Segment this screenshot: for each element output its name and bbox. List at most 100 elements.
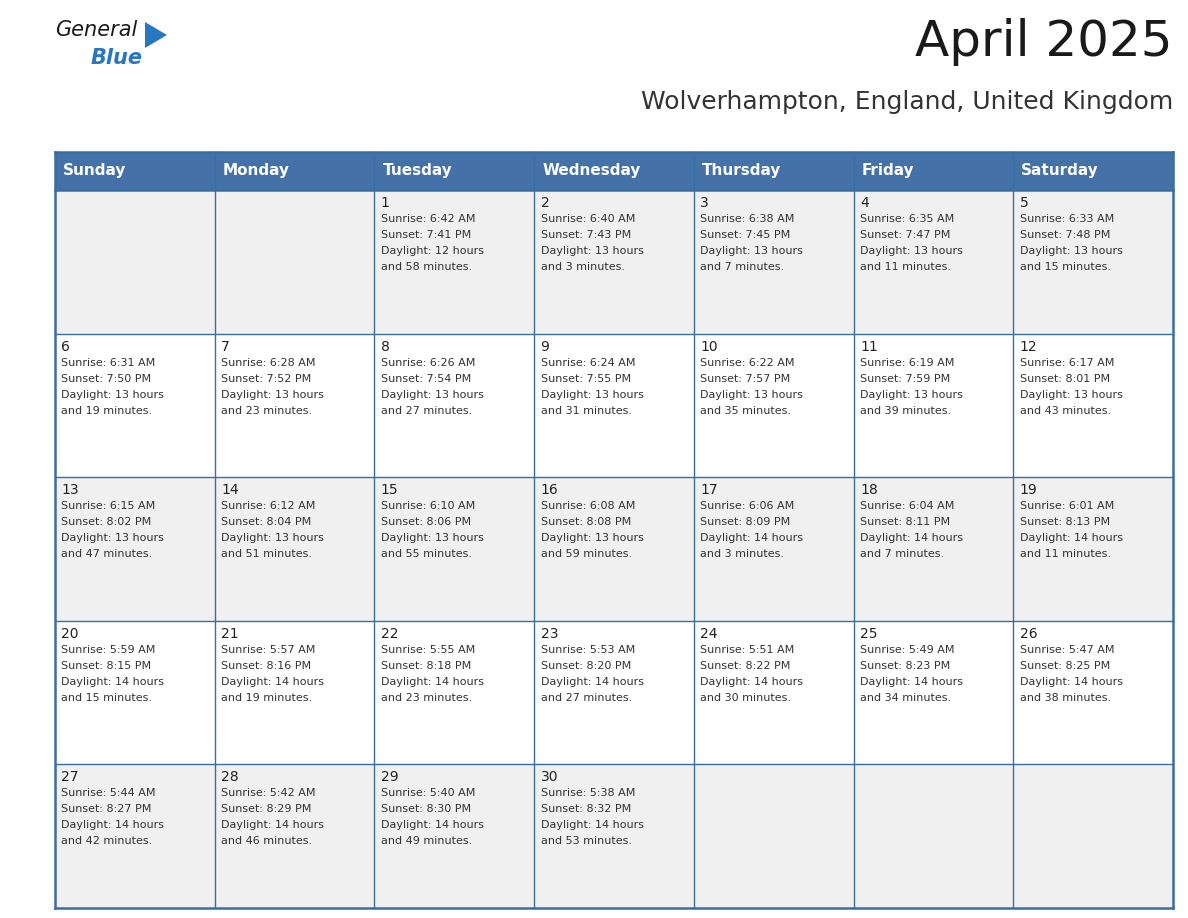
Text: Sunrise: 5:40 AM: Sunrise: 5:40 AM [381, 789, 475, 799]
Text: Sunrise: 5:59 AM: Sunrise: 5:59 AM [62, 644, 156, 655]
Bar [55, 621, 215, 765]
Text: Sunset: 8:32 PM: Sunset: 8:32 PM [541, 804, 631, 814]
Text: 4: 4 [860, 196, 868, 210]
Text: Sunset: 8:04 PM: Sunset: 8:04 PM [221, 517, 311, 527]
Text: and 11 minutes.: and 11 minutes. [1019, 549, 1111, 559]
Text: Sunset: 8:27 PM: Sunset: 8:27 PM [62, 804, 152, 814]
Text: Sunset: 8:30 PM: Sunset: 8:30 PM [381, 804, 470, 814]
Bar [694, 333, 853, 477]
Text: 7: 7 [221, 340, 229, 353]
Bar [853, 765, 1013, 908]
Text: 9: 9 [541, 340, 549, 353]
Bar [374, 152, 535, 190]
Text: and 35 minutes.: and 35 minutes. [700, 406, 791, 416]
Text: Daylight: 13 hours: Daylight: 13 hours [221, 389, 324, 399]
Text: Sunset: 7:45 PM: Sunset: 7:45 PM [700, 230, 790, 240]
Text: Sunset: 7:59 PM: Sunset: 7:59 PM [860, 374, 950, 384]
Bar [694, 477, 853, 621]
Bar [1013, 190, 1173, 333]
Bar [55, 152, 215, 190]
Bar [1013, 765, 1173, 908]
Text: 21: 21 [221, 627, 239, 641]
Text: Daylight: 13 hours: Daylight: 13 hours [541, 533, 644, 543]
Text: Sunrise: 5:55 AM: Sunrise: 5:55 AM [381, 644, 475, 655]
Text: Sunrise: 5:57 AM: Sunrise: 5:57 AM [221, 644, 316, 655]
Text: and 38 minutes.: and 38 minutes. [1019, 693, 1111, 703]
Text: Sunrise: 6:10 AM: Sunrise: 6:10 AM [381, 501, 475, 511]
Text: Sunset: 8:01 PM: Sunset: 8:01 PM [1019, 374, 1110, 384]
Text: 24: 24 [700, 627, 718, 641]
Text: Sunrise: 6:38 AM: Sunrise: 6:38 AM [700, 214, 795, 224]
Text: 5: 5 [1019, 196, 1029, 210]
Text: and 55 minutes.: and 55 minutes. [381, 549, 472, 559]
Text: 12: 12 [1019, 340, 1037, 353]
Text: Sunrise: 6:15 AM: Sunrise: 6:15 AM [62, 501, 156, 511]
Text: Sunrise: 6:06 AM: Sunrise: 6:06 AM [700, 501, 795, 511]
Text: and 7 minutes.: and 7 minutes. [700, 262, 784, 272]
Text: Daylight: 14 hours: Daylight: 14 hours [62, 821, 164, 831]
Text: Sunset: 8:23 PM: Sunset: 8:23 PM [860, 661, 950, 671]
Text: Sunrise: 5:38 AM: Sunrise: 5:38 AM [541, 789, 634, 799]
Text: and 30 minutes.: and 30 minutes. [700, 693, 791, 703]
Text: April 2025: April 2025 [916, 18, 1173, 66]
Text: Sunrise: 5:47 AM: Sunrise: 5:47 AM [1019, 644, 1114, 655]
Bar [853, 190, 1013, 333]
Text: Daylight: 14 hours: Daylight: 14 hours [541, 677, 644, 687]
Text: and 59 minutes.: and 59 minutes. [541, 549, 632, 559]
Text: Sunset: 8:29 PM: Sunset: 8:29 PM [221, 804, 311, 814]
Text: Sunset: 8:20 PM: Sunset: 8:20 PM [541, 661, 631, 671]
Text: Friday: Friday [861, 163, 915, 178]
Bar [694, 190, 853, 333]
Text: Sunrise: 6:08 AM: Sunrise: 6:08 AM [541, 501, 634, 511]
Bar [535, 190, 694, 333]
Bar [694, 152, 853, 190]
Text: and 11 minutes.: and 11 minutes. [860, 262, 950, 272]
Text: and 49 minutes.: and 49 minutes. [381, 836, 472, 846]
Text: Saturday: Saturday [1022, 163, 1099, 178]
Text: and 34 minutes.: and 34 minutes. [860, 693, 952, 703]
Text: Sunrise: 6:01 AM: Sunrise: 6:01 AM [1019, 501, 1114, 511]
Text: Sunset: 8:16 PM: Sunset: 8:16 PM [221, 661, 311, 671]
Bar [694, 765, 853, 908]
Bar [1013, 477, 1173, 621]
Text: 27: 27 [62, 770, 78, 784]
Text: and 27 minutes.: and 27 minutes. [381, 406, 472, 416]
Text: 19: 19 [1019, 483, 1037, 498]
Bar [374, 477, 535, 621]
Text: Sunset: 8:25 PM: Sunset: 8:25 PM [1019, 661, 1110, 671]
Text: Sunrise: 6:12 AM: Sunrise: 6:12 AM [221, 501, 316, 511]
Text: 16: 16 [541, 483, 558, 498]
Text: and 23 minutes.: and 23 minutes. [381, 693, 472, 703]
Text: and 15 minutes.: and 15 minutes. [62, 693, 152, 703]
Text: Sunrise: 6:35 AM: Sunrise: 6:35 AM [860, 214, 954, 224]
Text: Daylight: 13 hours: Daylight: 13 hours [1019, 246, 1123, 256]
Text: Sunrise: 6:40 AM: Sunrise: 6:40 AM [541, 214, 634, 224]
Text: Sunset: 8:09 PM: Sunset: 8:09 PM [700, 517, 790, 527]
Text: 11: 11 [860, 340, 878, 353]
Text: Tuesday: Tuesday [383, 163, 453, 178]
Bar [374, 621, 535, 765]
Text: 6: 6 [62, 340, 70, 353]
Text: Daylight: 13 hours: Daylight: 13 hours [700, 246, 803, 256]
Bar [535, 152, 694, 190]
Text: Thursday: Thursday [702, 163, 782, 178]
Text: Daylight: 14 hours: Daylight: 14 hours [860, 677, 963, 687]
Text: Sunrise: 6:28 AM: Sunrise: 6:28 AM [221, 358, 316, 367]
Text: Sunset: 8:06 PM: Sunset: 8:06 PM [381, 517, 470, 527]
Text: Daylight: 14 hours: Daylight: 14 hours [221, 821, 324, 831]
Text: Daylight: 14 hours: Daylight: 14 hours [700, 677, 803, 687]
Text: and 53 minutes.: and 53 minutes. [541, 836, 632, 846]
Text: 29: 29 [381, 770, 398, 784]
Text: and 19 minutes.: and 19 minutes. [221, 693, 312, 703]
Text: Sunset: 7:54 PM: Sunset: 7:54 PM [381, 374, 472, 384]
Text: and 42 minutes.: and 42 minutes. [62, 836, 152, 846]
Bar [535, 765, 694, 908]
Text: Daylight: 13 hours: Daylight: 13 hours [1019, 389, 1123, 399]
Text: Daylight: 14 hours: Daylight: 14 hours [62, 677, 164, 687]
Bar [215, 333, 374, 477]
Text: Daylight: 14 hours: Daylight: 14 hours [221, 677, 324, 687]
Text: Daylight: 13 hours: Daylight: 13 hours [381, 389, 484, 399]
Text: Daylight: 13 hours: Daylight: 13 hours [700, 389, 803, 399]
Bar [215, 621, 374, 765]
Text: Daylight: 13 hours: Daylight: 13 hours [860, 246, 962, 256]
